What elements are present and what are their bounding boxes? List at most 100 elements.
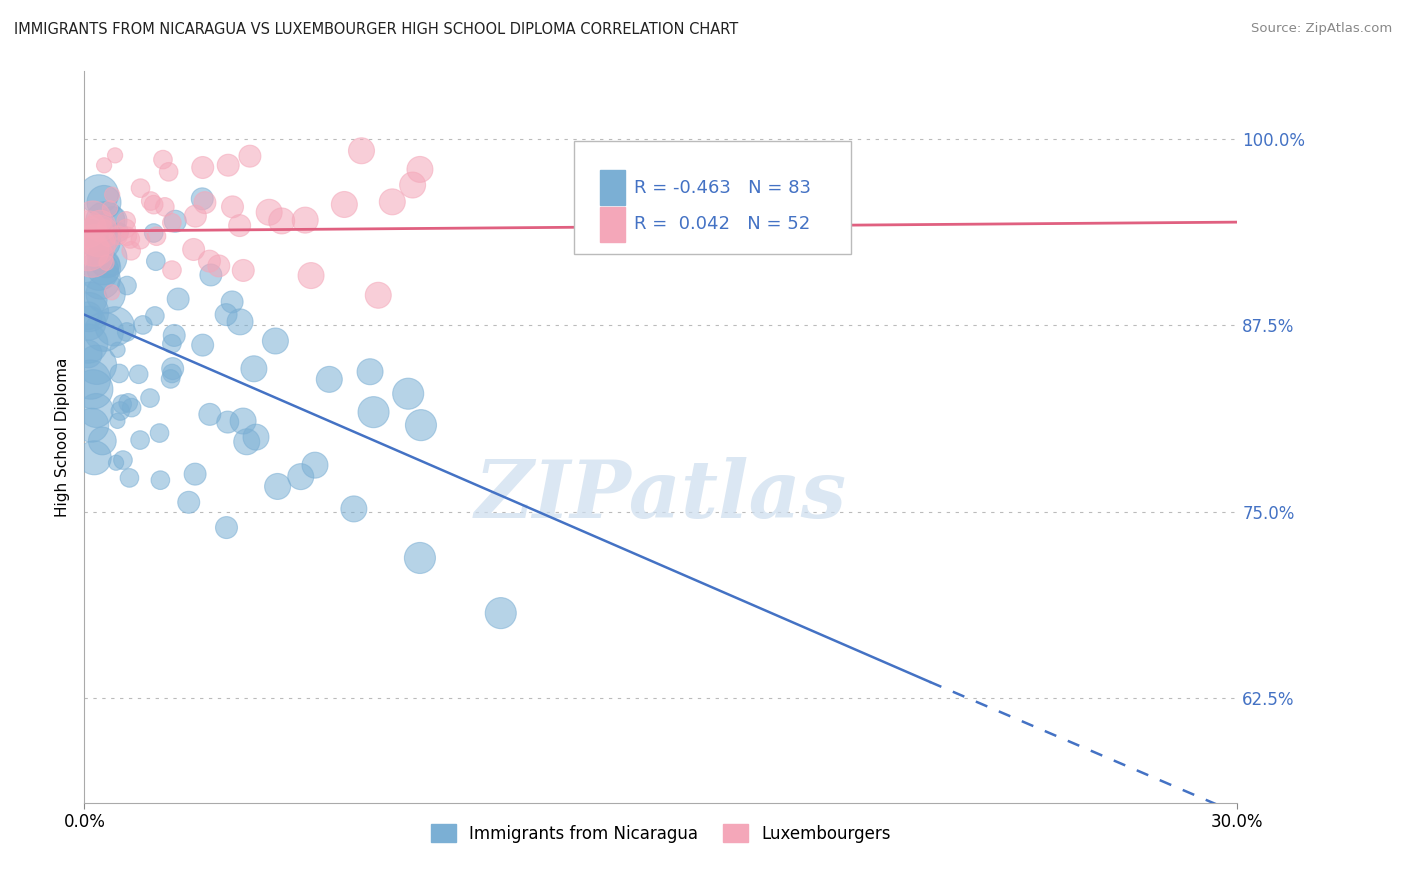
Text: R = -0.463   N = 83: R = -0.463 N = 83 — [634, 179, 811, 197]
Point — [191, 161, 214, 175]
Point — [149, 473, 172, 487]
Point — [118, 471, 141, 485]
Point — [80, 227, 103, 241]
Point — [270, 214, 292, 228]
Point — [117, 396, 139, 410]
Point — [257, 205, 280, 219]
Point — [343, 502, 366, 516]
Point — [129, 433, 152, 447]
Point — [93, 220, 115, 235]
Point — [108, 367, 131, 381]
Point — [87, 229, 110, 244]
FancyBboxPatch shape — [600, 207, 626, 242]
Point — [489, 606, 512, 620]
Point — [80, 373, 103, 387]
Point — [228, 219, 250, 233]
Point — [266, 479, 288, 493]
Point — [117, 229, 139, 244]
Point — [111, 397, 134, 411]
Point — [194, 195, 217, 210]
Point — [93, 158, 115, 172]
Point — [82, 212, 104, 227]
Point — [215, 308, 238, 322]
Point — [142, 197, 165, 211]
Point — [409, 162, 432, 177]
Y-axis label: High School Diploma: High School Diploma — [55, 358, 70, 516]
Point — [200, 268, 222, 282]
Point — [363, 405, 385, 419]
Point — [79, 292, 101, 306]
Point — [89, 219, 111, 233]
Point — [94, 286, 117, 301]
Point — [159, 372, 181, 386]
Point — [245, 430, 267, 444]
Point — [294, 213, 316, 227]
Point — [107, 414, 129, 428]
Point — [160, 263, 183, 277]
Point — [162, 361, 184, 376]
Point — [333, 197, 356, 211]
Point — [94, 257, 117, 271]
Point — [367, 288, 389, 302]
Point — [93, 325, 115, 339]
Point — [98, 201, 121, 215]
Point — [381, 194, 404, 209]
Point — [96, 256, 118, 270]
Text: IMMIGRANTS FROM NICARAGUA VS LUXEMBOURGER HIGH SCHOOL DIPLOMA CORRELATION CHART: IMMIGRANTS FROM NICARAGUA VS LUXEMBOURGE… — [14, 22, 738, 37]
Point — [91, 434, 114, 448]
Point — [221, 294, 243, 309]
Point — [198, 254, 221, 268]
Point — [145, 229, 167, 244]
Point — [108, 225, 131, 239]
Point — [129, 181, 152, 195]
Point — [198, 408, 221, 422]
Point — [115, 278, 138, 293]
Point — [120, 232, 142, 246]
Point — [232, 263, 254, 277]
Point — [121, 401, 143, 415]
Point — [90, 272, 112, 286]
Point — [87, 263, 110, 277]
Point — [191, 338, 214, 352]
Point — [139, 391, 162, 405]
Point — [139, 194, 162, 208]
Point — [101, 285, 124, 300]
Point — [93, 195, 115, 210]
Point — [115, 214, 138, 228]
Point — [299, 268, 322, 283]
Point — [115, 221, 138, 235]
Point — [110, 404, 132, 418]
Point — [152, 153, 174, 167]
Point — [177, 495, 200, 509]
Point — [111, 453, 134, 467]
Point — [183, 243, 205, 257]
Point — [77, 316, 100, 330]
Point — [163, 328, 186, 343]
Point — [83, 450, 105, 465]
Point — [148, 425, 170, 440]
Point — [87, 187, 110, 202]
Point — [142, 226, 165, 240]
Point — [128, 368, 150, 382]
Point — [318, 372, 340, 386]
Text: Source: ZipAtlas.com: Source: ZipAtlas.com — [1251, 22, 1392, 36]
Point — [229, 315, 252, 329]
Point — [401, 178, 423, 192]
Point — [184, 467, 207, 482]
Point — [143, 309, 166, 323]
Text: R =  0.042   N = 52: R = 0.042 N = 52 — [634, 215, 810, 234]
Point — [84, 403, 107, 417]
Point — [77, 336, 100, 351]
Point — [157, 165, 180, 179]
FancyBboxPatch shape — [575, 141, 851, 254]
Point — [221, 200, 243, 214]
Point — [191, 192, 214, 206]
Point — [235, 434, 257, 449]
Point — [93, 260, 115, 275]
Point — [115, 325, 138, 339]
Point — [359, 365, 381, 379]
Point — [129, 233, 152, 247]
Point — [165, 214, 187, 228]
Point — [208, 259, 231, 273]
Point — [396, 386, 419, 401]
